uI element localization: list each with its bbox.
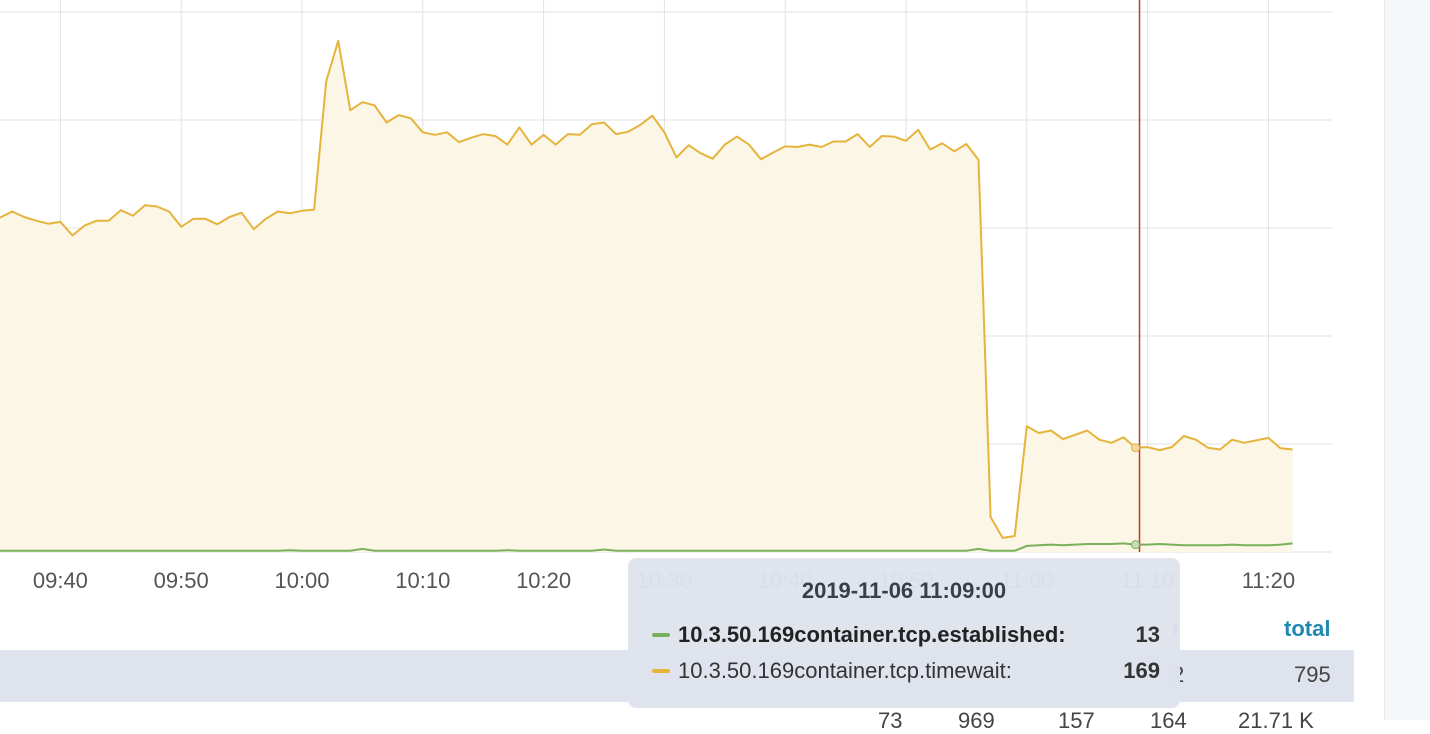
timewait-hover-point: [1131, 443, 1141, 453]
legend-cell: 969: [958, 708, 995, 733]
metrics-chart[interactable]: 09:4009:5010:0010:1010:2010:3010:4010:50…: [0, 0, 1360, 610]
tooltip-timestamp: 2019-11-06 11:09:00: [801, 578, 1007, 603]
tooltip-series-name: 10.3.50.169container.tcp.timewait:: [678, 658, 1012, 683]
legend-header-total[interactable]: total: [1284, 616, 1331, 641]
legend-cell: 157: [1058, 708, 1095, 733]
timewait-series-line[interactable]: [0, 39, 1293, 539]
tooltip-series-name: 10.3.50.169container.tcp.established:: [678, 622, 1066, 647]
x-tick-label: 10:20: [516, 568, 571, 593]
tooltip-row-established: 10.3.50.169container.tcp.established: 13: [652, 620, 1160, 650]
established-swatch-icon: [652, 633, 670, 637]
x-tick-label: 09:40: [33, 568, 88, 593]
tooltip-row-timewait: 10.3.50.169container.tcp.timewait: 169: [652, 656, 1160, 686]
x-tick-label: 09:50: [154, 568, 209, 593]
x-tick-label: 11:20: [1242, 568, 1295, 593]
legend-cell: 164: [1150, 708, 1187, 733]
chart-tooltip: 2019-11-06 11:09:00 10.3.50.169container…: [628, 558, 1180, 708]
x-tick-label: 10:00: [274, 568, 329, 593]
established-hover-point: [1131, 540, 1141, 550]
scrollbar-track[interactable]: [1384, 0, 1430, 720]
legend-cell: 73: [878, 708, 903, 733]
established-series-line[interactable]: [0, 542, 1293, 552]
x-tick-label: 10:10: [395, 568, 450, 593]
legend-cell-total: 795: [1294, 662, 1331, 687]
legend-cell: 21.71 K: [1238, 708, 1314, 733]
tooltip-series-value: 169: [1123, 658, 1160, 683]
timewait-swatch-icon: [652, 669, 670, 673]
timewait-area-fill: [0, 40, 1293, 553]
tooltip-series-value: 13: [1135, 622, 1160, 647]
